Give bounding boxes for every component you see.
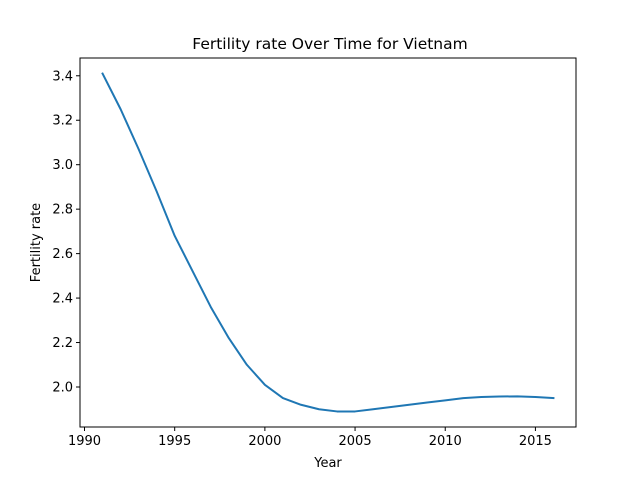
x-axis-label: Year bbox=[313, 456, 342, 471]
y-axis-label: Fertility rate bbox=[29, 203, 44, 282]
x-tick-label: 1990 bbox=[68, 434, 101, 449]
y-tick-label: 2.6 bbox=[52, 247, 73, 262]
y-tick-label: 2.0 bbox=[52, 380, 73, 395]
plot-frame bbox=[79, 57, 577, 428]
x-tick-label: 2015 bbox=[519, 434, 552, 449]
y-tick-label: 3.2 bbox=[52, 114, 73, 129]
chart-title: Fertility rate Over Time for Vietnam bbox=[192, 35, 467, 53]
plot-area bbox=[101, 72, 555, 413]
y-tick-label: 2.8 bbox=[52, 203, 73, 218]
x-tick-label: 1995 bbox=[158, 434, 191, 449]
series-line bbox=[101, 72, 555, 413]
y-tick-label: 2.4 bbox=[52, 292, 73, 307]
x-tick-label: 2000 bbox=[248, 434, 281, 449]
y-tick-label: 3.0 bbox=[52, 158, 73, 173]
y-axis: 2.0 2.2 2.4 2.6 2.8 3.0 3.2 3.4 bbox=[52, 69, 80, 395]
x-tick-label: 2010 bbox=[429, 434, 462, 449]
x-tick-label: 2005 bbox=[339, 434, 372, 449]
x-axis: 1990 1995 2000 2005 2010 2015 bbox=[68, 427, 552, 449]
y-tick-label: 3.4 bbox=[52, 69, 73, 84]
y-tick-label: 2.2 bbox=[52, 336, 73, 351]
